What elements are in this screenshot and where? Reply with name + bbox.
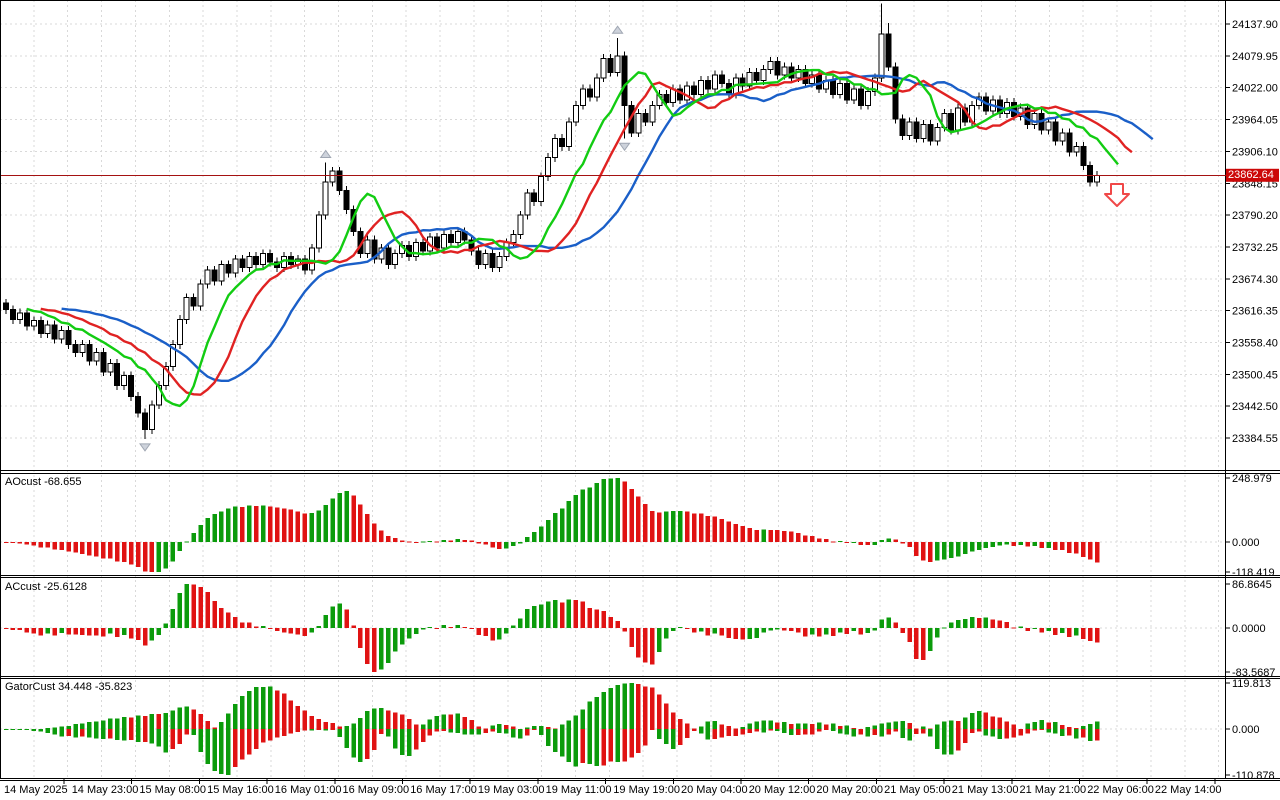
- svg-text:248.979: 248.979: [1232, 473, 1272, 485]
- svg-text:21 May 05:00: 21 May 05:00: [884, 784, 951, 796]
- svg-text:119.813: 119.813: [1232, 678, 1271, 690]
- svg-text:19 May 19:00: 19 May 19:00: [613, 784, 680, 796]
- gator-upper-histogram: [3, 683, 1100, 730]
- svg-text:-83.5687: -83.5687: [1232, 667, 1275, 679]
- svg-text:21 May 21:00: 21 May 21:00: [1020, 784, 1087, 796]
- svg-text:86.8645: 86.8645: [1232, 579, 1272, 591]
- ac-histogram: [3, 584, 1100, 672]
- svg-text:20 May 12:00: 20 May 12:00: [749, 784, 816, 796]
- svg-text:0.000: 0.000: [1232, 537, 1260, 549]
- svg-text:24137.90: 24137.90: [1232, 19, 1278, 31]
- svg-text:24022.00: 24022.00: [1232, 83, 1278, 95]
- svg-text:23732.25: 23732.25: [1232, 242, 1278, 254]
- gator-lower-histogram: [3, 729, 1100, 775]
- svg-text:23964.05: 23964.05: [1232, 115, 1278, 127]
- svg-text:23674.30: 23674.30: [1232, 274, 1278, 286]
- svg-text:14 May 2025: 14 May 2025: [4, 784, 68, 796]
- svg-text:15 May 16:00: 15 May 16:00: [207, 784, 274, 796]
- time-axis[interactable]: 14 May 2025 14 May 23:00 15 May 08:00 15 Ma…: [4, 779, 1222, 796]
- svg-text:15 May 08:00: 15 May 08:00: [139, 784, 206, 796]
- svg-text:16 May 01:00: 16 May 01:00: [275, 784, 342, 796]
- svg-text:0.000: 0.000: [1232, 724, 1260, 736]
- svg-text:22 May 14:00: 22 May 14:00: [1155, 784, 1222, 796]
- svg-text:14 May 23:00: 14 May 23:00: [72, 784, 139, 796]
- svg-text:23442.50: 23442.50: [1232, 401, 1278, 413]
- ao-indicator-label: AOcust -68.655: [5, 476, 82, 488]
- svg-text:20 May 20:00: 20 May 20:00: [816, 784, 883, 796]
- fractal-arrows: [139, 25, 631, 452]
- svg-text:-118.419: -118.419: [1232, 567, 1275, 579]
- svg-text:23500.45: 23500.45: [1232, 369, 1278, 381]
- svg-text:19 May 11:00: 19 May 11:00: [546, 784, 612, 796]
- svg-text:23616.35: 23616.35: [1232, 306, 1278, 318]
- sell-signal-arrow-icon: [1104, 183, 1130, 207]
- ac-indicator-label: ACcust -25.6128: [5, 581, 87, 593]
- svg-text:16 May 17:00: 16 May 17:00: [410, 784, 477, 796]
- svg-text:19 May 03:00: 19 May 03:00: [478, 784, 545, 796]
- svg-text:23906.10: 23906.10: [1232, 146, 1278, 158]
- svg-text:16 May 09:00: 16 May 09:00: [343, 784, 410, 796]
- svg-text:0.0000: 0.0000: [1232, 623, 1266, 635]
- alligator-teeth-line: [40, 70, 1133, 396]
- svg-text:21 May 13:00: 21 May 13:00: [952, 784, 1019, 796]
- svg-text:23790.20: 23790.20: [1232, 210, 1278, 222]
- panel-separators[interactable]: [0, 0, 1280, 781]
- svg-text:22 May 06:00: 22 May 06:00: [1087, 784, 1154, 796]
- alligator-jaw-line: [61, 74, 1154, 383]
- ao-histogram: [3, 478, 1100, 572]
- price-axis[interactable]: 24137.90 24079.95 24022.00 23964.05 23906.10…: [1225, 19, 1279, 782]
- gator-indicator-label: GatorCust 34.448 -35.823: [5, 681, 133, 693]
- svg-text:23384.55: 23384.55: [1232, 433, 1278, 445]
- svg-text:20 May 04:00: 20 May 04:00: [681, 784, 748, 796]
- svg-text:-110.878: -110.878: [1232, 770, 1275, 782]
- current-price-badge: 23862.64: [1228, 168, 1274, 181]
- svg-text:24079.95: 24079.95: [1232, 51, 1278, 63]
- current-price-badge-bg: [1226, 168, 1279, 182]
- svg-text:23558.40: 23558.40: [1232, 338, 1278, 350]
- alligator-lips-line: [26, 68, 1119, 408]
